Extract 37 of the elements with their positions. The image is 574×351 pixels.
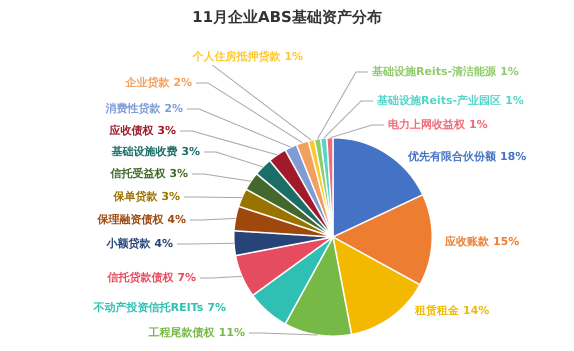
- slice-label: 电力上网收益权: [388, 118, 466, 131]
- data-label: 11%: [218, 326, 246, 339]
- slice-label: 应收债权: [108, 124, 154, 137]
- data-label: 14%: [463, 304, 490, 317]
- slice-label: 信托受益权: [109, 166, 166, 180]
- data-label: 3%: [157, 124, 176, 137]
- data-label: 2%: [173, 76, 192, 89]
- chart-title: 11月企业ABS基础资产分布: [192, 8, 382, 26]
- slice-label: 不动产投资信托REITs: [92, 300, 204, 314]
- data-label: 1%: [500, 64, 519, 78]
- slice-label: 企业贷款: [124, 76, 170, 89]
- slice-label: 信托贷款债权: [106, 270, 174, 284]
- data-label: 2%: [164, 102, 184, 115]
- slice-label: 基础设施Reits-清洁能源: [371, 64, 498, 78]
- slice-label: 个人住房抵押贷款: [191, 50, 282, 63]
- data-label: 7%: [177, 270, 196, 284]
- slice-label: 优先有限合伙份额: [407, 150, 497, 163]
- slice-label: 基础设施Reits-产业园区: [376, 94, 502, 107]
- data-label: 4%: [154, 236, 174, 250]
- slice-label: 小额贷款: [105, 236, 152, 250]
- data-label: 1%: [469, 118, 488, 131]
- data-label: 3%: [169, 166, 188, 180]
- data-label: 4%: [167, 212, 186, 226]
- slice-label: 应收账款: [444, 234, 490, 248]
- data-label: 18%: [500, 150, 526, 163]
- data-label: 3%: [161, 190, 180, 203]
- slice-label: 基础设施收费: [110, 144, 178, 158]
- data-label: 15%: [493, 234, 520, 248]
- data-label: 3%: [181, 144, 200, 158]
- slice-label: 保单贷款: [112, 190, 158, 203]
- slice-label: 消费性贷款: [104, 102, 162, 115]
- slice-label: 工程尾款债权: [148, 326, 216, 339]
- slice-label: 租赁租金: [414, 304, 460, 317]
- data-label: 1%: [284, 50, 304, 63]
- data-label: 1%: [505, 94, 524, 107]
- data-label: 7%: [207, 300, 226, 314]
- slice-label: 保理融资债权: [96, 212, 164, 226]
